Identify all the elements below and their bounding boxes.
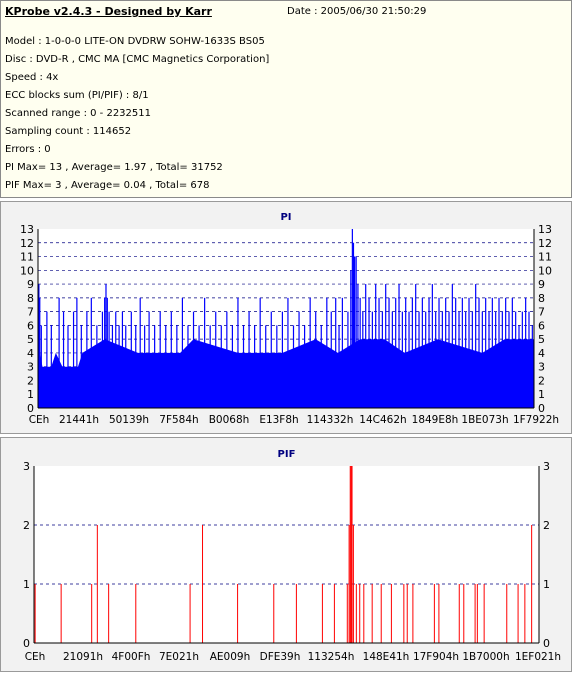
- pif-x-tick: 113254h: [308, 651, 355, 663]
- pif-y-tick-right: 1: [543, 578, 550, 591]
- pi-x-tick: 1849E8h: [412, 414, 459, 426]
- pif-chart: PIF 0 0 1 1 2 2 3 3 CEh 21091h 4F00Fh 7E021h AE009h DF…: [23, 449, 561, 663]
- pif-x-tick: 148E41h: [363, 651, 410, 663]
- disc-line: Disc : DVD-R , CMC MA [CMC Magnetics Cor…: [5, 54, 270, 65]
- pi-y-tick-left: 11: [20, 251, 34, 264]
- pi-y-tick-right: 11: [538, 251, 552, 264]
- pi-y-tick-left: 1: [27, 388, 34, 401]
- pi-y-tick-right: 2: [538, 374, 545, 387]
- model-line: Model : 1-0-0-0 LITE-ON DVDRW SOHW-1633S…: [5, 36, 265, 47]
- pi-chart-title: PI: [280, 212, 291, 223]
- pif-x-tick: AE009h: [210, 651, 251, 663]
- pif-chart-panel: PIF 0 0 1 1 2 2 3 3 CEh 21091h 4F00Fh 7E021h AE009h DF…: [0, 437, 572, 672]
- pi-y-tick-left: 10: [20, 264, 34, 277]
- pi-y-tick-right: 3: [538, 361, 545, 374]
- pi-x-tick: 114332h: [307, 414, 354, 426]
- pi-y-tick-right: 8: [538, 292, 545, 305]
- info-panel: KProbe v2.4.3 - Designed by Karr Date : …: [0, 0, 572, 198]
- pi-y-tick-left: 13: [20, 223, 34, 236]
- sampling-line: Sampling count : 114652: [5, 126, 132, 137]
- pif-x-tick: 1B7000h: [462, 651, 509, 663]
- pi-y-tick-left: 5: [27, 333, 34, 346]
- pif-summary-line: PIF Max= 3 , Average= 0.04 , Total= 678: [5, 180, 210, 191]
- pi-y-tick-right: 6: [538, 319, 545, 332]
- pif-x-tick: CEh: [25, 651, 46, 663]
- pi-x-tick: CEh: [29, 414, 50, 426]
- pi-x-tick: B0068h: [209, 414, 250, 426]
- pif-x-tick: 4F00Fh: [112, 651, 151, 663]
- pif-x-tick: 17F904h: [413, 651, 459, 663]
- pif-y-tick-left: 3: [23, 460, 30, 473]
- app-title: KProbe v2.4.3 - Designed by Karr: [5, 5, 212, 18]
- pi-y-tick-right: 9: [538, 278, 545, 291]
- pi-x-tick: 1BE073h: [461, 414, 508, 426]
- pif-y-tick-left: 2: [23, 519, 30, 532]
- speed-line: Speed : 4x: [5, 72, 59, 83]
- pi-x-tick: 21441h: [59, 414, 99, 426]
- pi-y-tick-left: 2: [27, 374, 34, 387]
- range-line: Scanned range : 0 - 2232511: [5, 108, 151, 119]
- pi-y-tick-right: 0: [538, 402, 545, 415]
- pi-y-tick-left: 7: [27, 306, 34, 319]
- pi-summary-line: PI Max= 13 , Average= 1.97 , Total= 3175…: [5, 162, 223, 173]
- pi-x-tick: 7F584h: [159, 414, 198, 426]
- pif-y-tick-left: 1: [23, 578, 30, 591]
- pi-y-tick-left: 0: [27, 402, 34, 415]
- pi-x-tick: E13F8h: [259, 414, 298, 426]
- pi-y-tick-left: 4: [27, 347, 34, 360]
- pi-y-tick-right: 4: [538, 347, 545, 360]
- pi-y-tick-left: 6: [27, 319, 34, 332]
- pif-y-tick-left: 0: [23, 637, 30, 650]
- errors-line: Errors : 0: [5, 144, 51, 155]
- pi-x-tick: 1F7922h: [513, 414, 559, 426]
- pi-chart-panel: PI 0 0 1 1 2 2 3 3 4 4 5 5 6 6 7 7 8 8 9 9 10 10 11 11 12 12 13 13 CE…: [0, 201, 572, 434]
- pif-chart-title: PIF: [278, 449, 296, 460]
- ecc-line: ECC blocks sum (PI/PIF) : 8/1: [5, 90, 149, 101]
- pif-y-tick-right: 0: [543, 637, 550, 650]
- pif-plot-area: [34, 466, 539, 643]
- pi-y-tick-right: 13: [538, 223, 552, 236]
- pif-x-tick: 21091h: [63, 651, 103, 663]
- pif-x-tick: 1EF021h: [515, 651, 561, 663]
- pif-x-tick: 7E021h: [159, 651, 199, 663]
- pi-x-tick: 14C462h: [359, 414, 406, 426]
- pi-y-tick-left: 3: [27, 361, 34, 374]
- pi-y-tick-right: 5: [538, 333, 545, 346]
- pif-x-tick: DFE39h: [260, 651, 301, 663]
- pi-y-tick-right: 7: [538, 306, 545, 319]
- pi-baseline-area: [38, 339, 534, 408]
- scan-date: Date : 2005/06/30 21:50:29: [287, 6, 427, 17]
- pi-x-tick: 50139h: [109, 414, 149, 426]
- pi-y-tick-right: 1: [538, 388, 545, 401]
- pif-y-tick-right: 2: [543, 519, 550, 532]
- pi-y-tick-right: 10: [538, 264, 552, 277]
- pi-y-tick-left: 9: [27, 278, 34, 291]
- pi-y-tick-left: 8: [27, 292, 34, 305]
- pi-y-tick-left: 12: [20, 237, 34, 250]
- pi-y-tick-right: 12: [538, 237, 552, 250]
- pif-y-tick-right: 3: [543, 460, 550, 473]
